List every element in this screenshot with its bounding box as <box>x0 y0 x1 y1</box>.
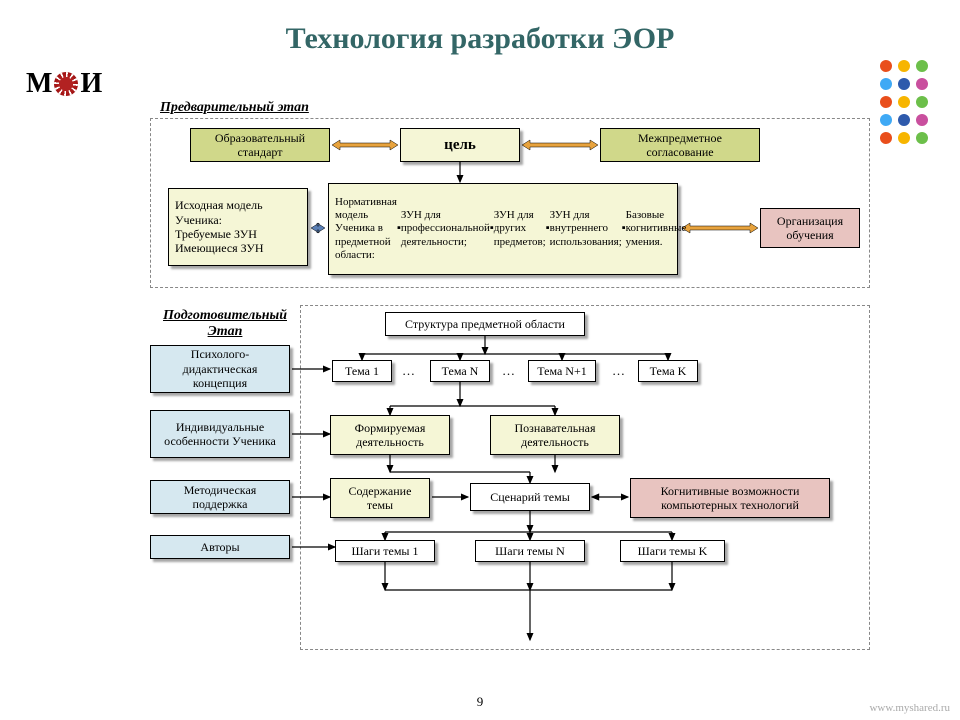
decor-dot <box>880 60 892 72</box>
s2-tn: Тема N <box>430 360 490 382</box>
logo: М И <box>26 68 102 100</box>
s2-t1: Тема 1 <box>332 360 392 382</box>
s2-left-auth: Авторы <box>150 535 290 559</box>
page-number: 9 <box>477 694 484 710</box>
logo-letter-i: И <box>80 68 102 100</box>
ellipsis-1: … <box>502 363 515 379</box>
decor-dot <box>916 114 928 126</box>
decor-dot <box>916 78 928 90</box>
s2-tk: Тема K <box>638 360 698 382</box>
watermark: www.myshared.ru <box>869 702 950 714</box>
stage2-label: Подготовительный Этап <box>160 308 290 340</box>
decor-dot <box>880 96 892 108</box>
logo-gear-icon <box>54 72 78 96</box>
stage1-label: Предварительный этап <box>160 100 309 116</box>
decor-dot <box>898 96 910 108</box>
s2-cogcap: Когнитивные возможности компьютерных тех… <box>630 478 830 518</box>
decor-dot <box>916 132 928 144</box>
s2-form: Формируемая деятельность <box>330 415 450 455</box>
s1-src: Исходная модель Ученика:Требуемые ЗУНИме… <box>168 188 308 266</box>
slide-title: Технология разработки ЭОР <box>0 22 960 56</box>
s2-scen: Сценарий темы <box>470 483 590 511</box>
decor-dot <box>898 78 910 90</box>
s1-inter: Межпредметное согласование <box>600 128 760 162</box>
decor-dot <box>916 96 928 108</box>
s2-sn: Шаги темы N <box>475 540 585 562</box>
decor-dot <box>898 60 910 72</box>
logo-letter-m: М <box>26 68 52 100</box>
decor-dot <box>880 132 892 144</box>
s2-cogn: Познавательная деятельность <box>490 415 620 455</box>
decor-dot <box>880 114 892 126</box>
s1-org: Организация обучения <box>760 208 860 248</box>
decor-dot <box>898 114 910 126</box>
s2-left-indiv: Индивидуальные особенности Ученика <box>150 410 290 458</box>
ellipsis-0: … <box>402 363 415 379</box>
s1-goal: цель <box>400 128 520 162</box>
s2-sk: Шаги темы K <box>620 540 725 562</box>
s2-struct: Структура предметной области <box>385 312 585 336</box>
s2-left-meth: Методическая поддержка <box>150 480 290 514</box>
decor-dot <box>880 78 892 90</box>
s2-tn1: Тема N+1 <box>528 360 596 382</box>
s2-cont: Содержание темы <box>330 478 430 518</box>
s1-norm: Нормативная модель Ученика в предметной … <box>328 183 678 275</box>
s2-s1: Шаги темы 1 <box>335 540 435 562</box>
s2-left-psy: Психолого-дидактическая концепция <box>150 345 290 393</box>
s1-std: Образовательный стандарт <box>190 128 330 162</box>
decor-dot <box>898 132 910 144</box>
ellipsis-2: … <box>612 363 625 379</box>
decor-dots <box>880 60 940 144</box>
decor-dot <box>916 60 928 72</box>
